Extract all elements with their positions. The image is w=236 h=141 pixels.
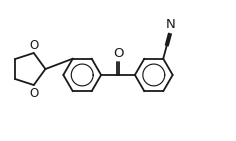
Text: O: O [29, 38, 38, 51]
Text: O: O [113, 47, 123, 60]
Text: O: O [29, 87, 38, 100]
Text: N: N [165, 18, 175, 31]
